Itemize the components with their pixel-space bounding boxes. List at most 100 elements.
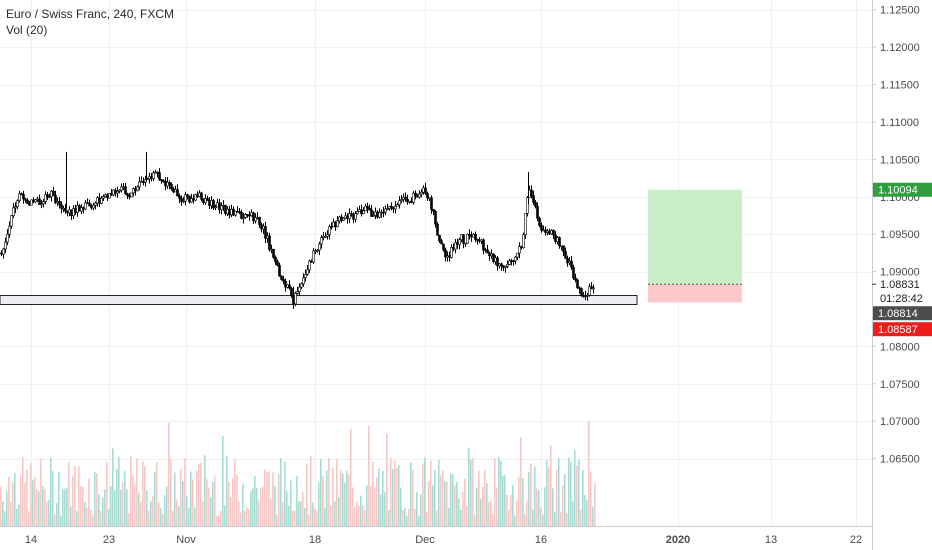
candle-body: [364, 205, 367, 212]
volume-bar: [446, 481, 448, 526]
volume-bar: [352, 487, 354, 526]
volume-bar: [34, 476, 36, 526]
volume-bar: [454, 485, 456, 526]
volume-bar: [214, 476, 216, 526]
volume-bar: [368, 425, 370, 526]
volume-bar: [482, 486, 484, 526]
volume-bar: [108, 508, 110, 526]
candle-body: [134, 188, 137, 192]
volume-bar: [408, 508, 410, 526]
volume-bar: [38, 491, 40, 526]
volume-bar: [132, 475, 134, 526]
volume-bar: [582, 469, 584, 526]
volume-bar: [196, 470, 198, 526]
volume-bar: [120, 489, 122, 526]
candle-body: [378, 212, 381, 218]
candle-body: [508, 260, 511, 265]
candle-body: [30, 199, 33, 206]
volume-bar: [210, 497, 212, 526]
volume-bar: [168, 422, 170, 526]
candle-body: [132, 188, 135, 194]
volume-bar: [186, 495, 188, 526]
volume-bar: [216, 515, 218, 526]
volume-indicator-label[interactable]: Vol (20): [6, 23, 48, 37]
entry-price-label-bg: [873, 277, 932, 292]
candle-body: [570, 260, 573, 268]
volume-bar: [478, 470, 480, 526]
volume-bar: [530, 463, 532, 526]
candle-body: [194, 194, 197, 201]
volume-bar: [232, 478, 234, 526]
volume-bar: [434, 470, 436, 526]
volume-bar: [136, 458, 138, 526]
candle-body: [186, 194, 189, 197]
candle-body: [140, 181, 143, 183]
candle-body: [154, 171, 157, 174]
volume-bar: [240, 512, 242, 526]
candle-body: [382, 211, 385, 214]
candle-body: [184, 194, 187, 202]
candle-body: [164, 180, 167, 187]
candle-body: [34, 199, 37, 203]
candle-body: [16, 200, 19, 207]
candle-body: [54, 194, 57, 204]
candle-body: [276, 261, 279, 266]
candle-body: [284, 280, 287, 288]
volume-bar: [472, 457, 474, 526]
candle-body: [506, 264, 509, 267]
volume-bar: [420, 494, 422, 526]
volume-bar: [468, 447, 470, 526]
volume-bar: [342, 473, 344, 526]
candle-body: [524, 213, 527, 236]
candle-body: [558, 237, 561, 247]
candle-body: [126, 193, 129, 196]
volume-bar: [568, 457, 570, 526]
candle-body: [348, 213, 351, 219]
volume-bar: [320, 459, 322, 526]
candle-body: [264, 225, 267, 239]
candle-body: [316, 249, 319, 252]
volume-bar: [36, 488, 38, 526]
volume-bar: [476, 487, 478, 526]
volume-bar: [522, 478, 524, 526]
volume-series: [0, 420, 596, 526]
candle-body: [212, 200, 215, 209]
candle-body: [174, 189, 177, 193]
volume-bar: [518, 476, 520, 526]
candle-body: [414, 192, 417, 197]
volume-bar: [2, 501, 4, 526]
volume-bar: [246, 507, 248, 526]
volume-bar: [280, 458, 282, 526]
volume-bar: [576, 465, 578, 526]
volume-bar: [30, 462, 32, 526]
volume-bar: [586, 500, 588, 526]
volume-bar: [398, 465, 400, 526]
volume-bar: [414, 508, 416, 526]
volume-bar: [128, 512, 130, 526]
candle-body: [62, 208, 65, 210]
candle-body: [516, 252, 519, 258]
candle-body: [288, 284, 291, 289]
volume-bar: [112, 448, 114, 526]
candle-body: [86, 202, 89, 205]
volume-bar: [100, 511, 102, 526]
volume-bar: [114, 491, 116, 526]
volume-bar: [590, 471, 592, 526]
volume-bar: [96, 472, 98, 526]
volume-bar: [148, 510, 150, 526]
symbol-title[interactable]: Euro / Swiss Franc, 240, FXCM: [6, 7, 175, 21]
volume-bar: [106, 461, 108, 526]
volume-bar: [142, 461, 144, 526]
candle-body: [244, 214, 247, 218]
volume-bar: [48, 499, 50, 526]
volume-bar: [348, 474, 350, 526]
target-price-label-bg: [873, 182, 932, 197]
candle-body: [454, 242, 457, 250]
candle-body: [450, 247, 453, 258]
volume-bar: [480, 498, 482, 526]
volume-bar: [16, 508, 18, 526]
candle-body: [504, 266, 507, 268]
candle-body: [40, 203, 43, 206]
